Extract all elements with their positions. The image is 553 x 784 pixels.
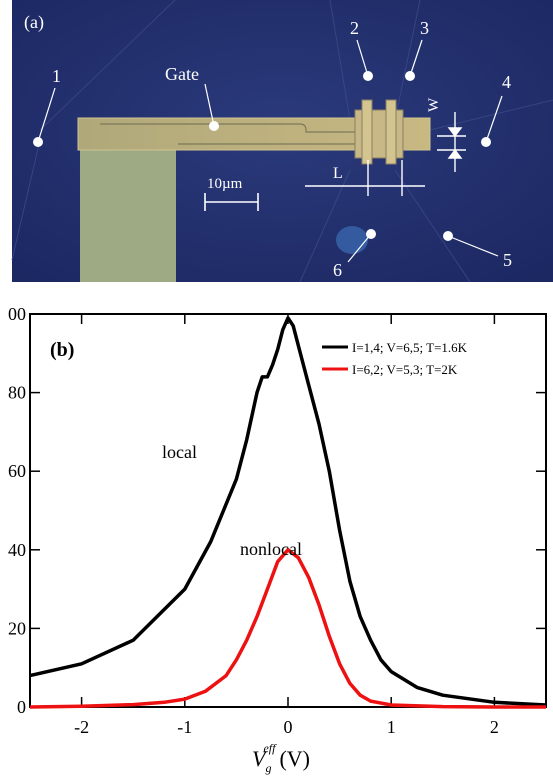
device-traces [11,0,553,283]
width-marker [437,112,466,172]
label-leader-lines [37,39,503,263]
contact-6-label: 6 [333,260,342,280]
y-tick-labels: 0 20 40 60 80 00 [8,304,26,717]
y-tick-marks [30,313,546,708]
micrograph-panel-label: (a) [24,12,44,33]
annotation-nonlocal: nonlocal [240,539,302,559]
contact-3-label: 3 [420,18,429,38]
contact-5-label: 5 [503,250,512,270]
annotation-local: local [162,442,197,462]
y-tick-label: 40 [8,540,26,560]
series-nonlocal-line [29,548,546,709]
x-tick-label: -2 [74,717,89,737]
length-marker [305,160,425,196]
conductance-plot: 0 20 40 60 80 00 -2 -1 0 1 2 (b) I=1,4; V=6,5; T=… [8,304,547,775]
length-label: L [333,165,343,182]
contact-2-label: 2 [350,18,359,38]
legend: I=1,4; V=6,5; T=1.6K I=6,2; V=5,3; T=2K [322,340,468,377]
hall-bar-channel [354,99,404,165]
pad-body [80,148,176,282]
plot-frame [29,313,547,708]
contact-1-label: 1 [52,66,61,86]
x-tick-label: -1 [177,717,192,737]
contact-4-label: 4 [502,72,511,92]
y-tick-label: 00 [8,304,26,324]
legend-label-black: I=1,4; V=6,5; T=1.6K [352,340,468,355]
blue-speck [336,226,368,254]
x-tick-label: 1 [387,717,396,737]
x-tick-marks [80,314,496,707]
y-tick-label: 80 [8,383,26,403]
x-tick-labels: -2 -1 0 1 2 [74,717,499,737]
micrograph-image: (a) Gate 10µm L W 1 2 3 4 5 6 [11,0,553,283]
x-tick-label: 0 [284,717,293,737]
series-group [29,316,547,709]
scale-bar-label: 10µm [207,176,243,192]
legend-label-red: I=6,2; V=5,3; T=2K [352,362,458,377]
y-tick-label: 60 [8,461,26,481]
chart-panel-label: (b) [50,339,74,361]
y-tick-label: 0 [17,697,26,717]
width-label: W [426,97,442,112]
x-tick-label: 2 [490,717,499,737]
gate-label: Gate [165,64,199,84]
series-local-line [29,316,547,707]
y-tick-label: 20 [8,618,26,638]
scale-bar [204,193,259,211]
x-axis-label: Vgeff (V) [252,741,310,775]
